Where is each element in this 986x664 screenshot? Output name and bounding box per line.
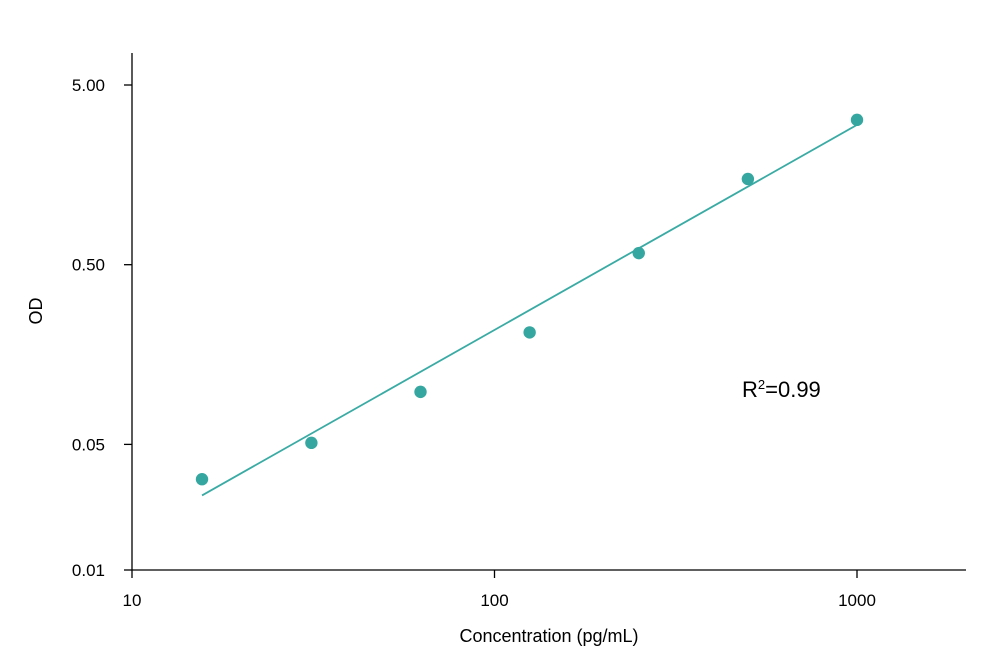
r-squared-annotation: R2=0.99: [742, 377, 821, 402]
r-squared-prefix: R: [742, 377, 758, 402]
fit-line: [201, 124, 858, 497]
data-point: [523, 326, 536, 339]
fit-line-group: [201, 124, 858, 497]
data-points: [195, 113, 864, 486]
data-point: [305, 436, 318, 450]
y-tick-label: 5.00: [72, 76, 105, 95]
x-tick-label: 10: [123, 591, 142, 610]
data-point: [414, 385, 427, 399]
data-point: [741, 172, 755, 186]
axes: [131, 53, 966, 571]
y-tick-label: 0.50: [72, 256, 105, 275]
y-axis-title: OD: [26, 297, 46, 324]
x-axis-title: Concentration (pg/mL): [459, 626, 638, 646]
y-tick-label: 0.05: [72, 435, 105, 454]
data-point: [632, 246, 645, 260]
data-point: [195, 473, 209, 486]
x-ticks: 10 100 1000: [123, 570, 876, 610]
y-tick-label: 0.01: [72, 561, 105, 580]
x-tick-label: 1000: [838, 591, 876, 610]
r-squared-value: =0.99: [765, 377, 821, 402]
y-ticks: 0.01 0.05 0.50 5.00: [72, 76, 132, 580]
r-squared-superscript: 2: [758, 377, 765, 392]
x-tick-label: 100: [480, 591, 508, 610]
data-point: [850, 113, 864, 127]
